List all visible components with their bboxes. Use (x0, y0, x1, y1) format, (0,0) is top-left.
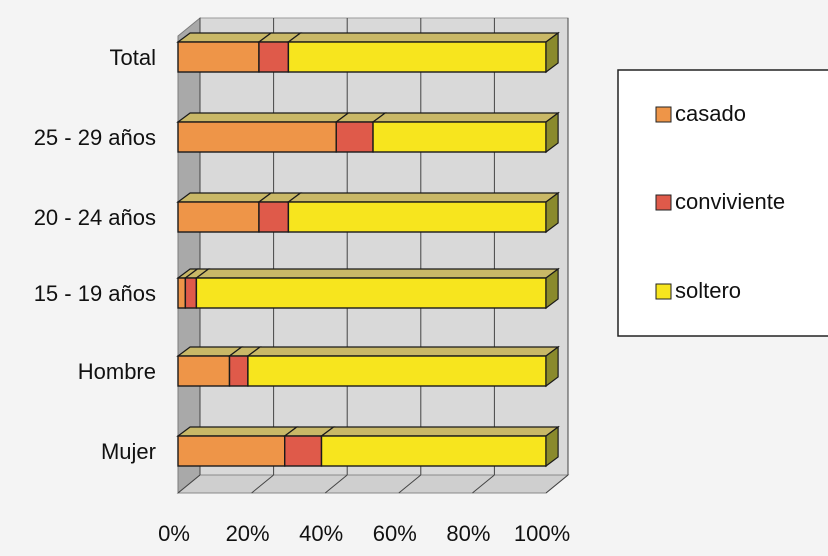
legend-swatch-conviviente (655, 194, 672, 211)
legend-label-conviviente: conviviente (675, 189, 785, 214)
bar-segment-casado (177, 435, 286, 467)
x-tick-label: 0% (158, 521, 190, 546)
gridline-floor (251, 474, 274, 494)
bar-end-face (545, 345, 559, 388)
category-label: 25 - 29 años (34, 125, 156, 150)
bar-segment-soltero (372, 121, 547, 153)
bar-top-soltero (371, 112, 560, 123)
bar-segment-conviviente (335, 121, 374, 153)
bar-segment-soltero (320, 435, 547, 467)
gridline-floor (398, 474, 422, 494)
x-tick-label: 40% (299, 521, 343, 546)
back-wall (199, 17, 569, 476)
legend-box (617, 69, 828, 337)
bar-end-face (545, 31, 559, 74)
bar-segment-casado (177, 201, 260, 233)
bar-end-face (545, 267, 559, 310)
bar-row-mujer (176, 425, 560, 468)
category-label: 20 - 24 años (34, 205, 156, 230)
bar-segment-casado (177, 41, 260, 73)
x-tick-label: 100% (514, 521, 570, 546)
bar-segment-casado (177, 355, 231, 387)
legend-label-casado: casado (675, 101, 746, 126)
bar-segment-soltero (287, 41, 547, 73)
bar-segment-conviviente (258, 41, 290, 73)
category-labels: Total 25 - 29 años 20 - 24 años 15 - 19 año… (34, 45, 156, 464)
bar-top-soltero (194, 268, 560, 279)
side-wall (177, 16, 201, 495)
bar-end-face (545, 425, 559, 468)
bar-top-soltero (286, 192, 560, 203)
bar-row-25-29-anos (176, 111, 560, 154)
bar-top-soltero (286, 32, 560, 43)
bar-segment-casado (177, 277, 187, 309)
bar-segment-conviviente (284, 435, 323, 467)
bar-segment-conviviente (228, 355, 249, 387)
bar-segment-conviviente (184, 277, 198, 309)
category-label: Mujer (101, 439, 156, 464)
x-tick-labels: 0% 20% 40% 60% 80% 100% (158, 521, 570, 546)
bar-top-casado (176, 112, 351, 123)
gridline-floor (324, 474, 348, 494)
chart-legend: casado conviviente soltero (617, 69, 828, 337)
gridline-floor (472, 474, 495, 494)
gridline-floor (545, 474, 569, 494)
category-label: 15 - 19 años (34, 281, 156, 306)
chart-walls (176, 16, 570, 495)
bar-segment-conviviente (258, 201, 290, 233)
bar-top-soltero (319, 426, 560, 437)
bar-segment-soltero (195, 277, 547, 309)
bar-row-15-19-anos (176, 267, 560, 310)
bar-end-face (545, 111, 559, 154)
bar-top-casado (176, 192, 273, 203)
category-label: Hombre (78, 359, 156, 384)
chart-gridlines (177, 18, 569, 494)
bar-top-casado (176, 32, 273, 43)
legend-swatch-casado (655, 106, 672, 123)
bar-row-hombre (176, 345, 560, 388)
x-tick-label: 60% (373, 521, 417, 546)
gridline-floor (177, 474, 201, 494)
legend-swatch-soltero (655, 283, 672, 300)
category-label: Total (110, 45, 156, 70)
chart-bars (176, 31, 560, 468)
x-tick-label: 20% (226, 521, 270, 546)
bar-row-total (176, 31, 560, 74)
bar-segment-soltero (287, 201, 547, 233)
floor (176, 474, 570, 494)
bar-end-face (545, 191, 559, 234)
bar-row-20-24-anos (176, 191, 560, 234)
bar-segment-casado (177, 121, 337, 153)
bar-segment-soltero (247, 355, 547, 387)
legend-label-soltero: soltero (675, 278, 741, 303)
x-tick-label: 80% (446, 521, 490, 546)
bar-top-casado (176, 426, 299, 437)
bar-top-soltero (246, 346, 560, 357)
